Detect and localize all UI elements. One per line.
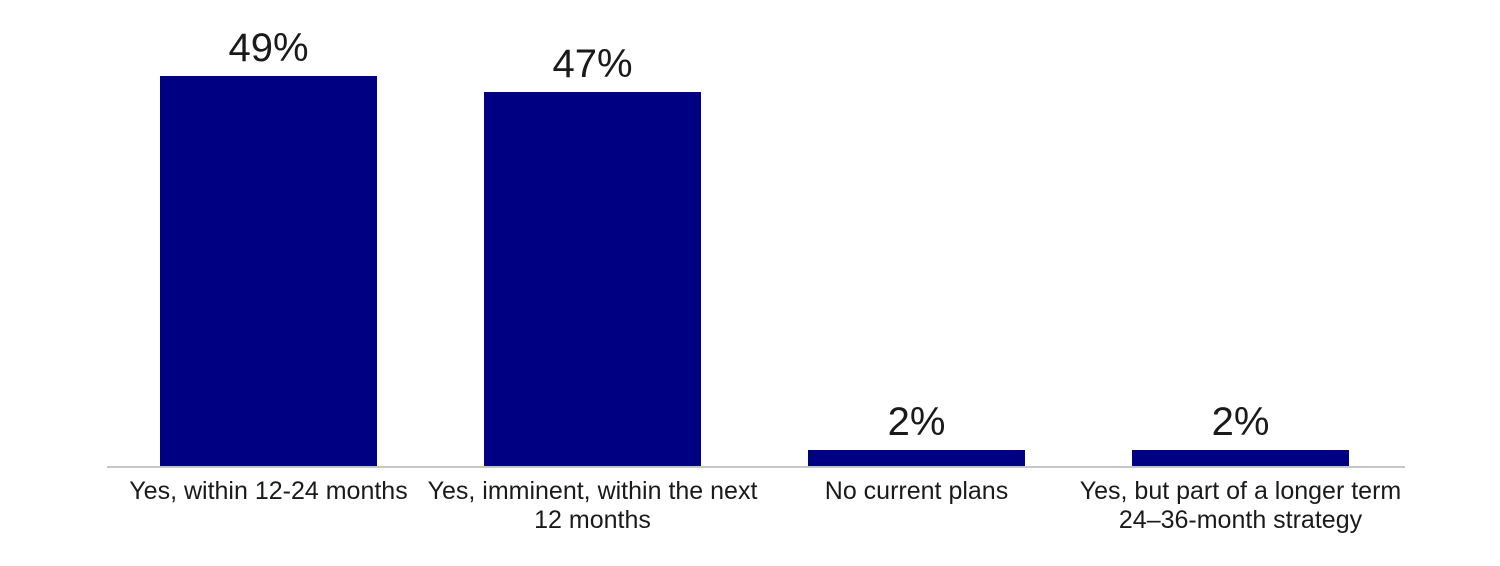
bar-value-label: 49%: [228, 26, 309, 70]
bar: [1132, 450, 1349, 466]
bar-value-label: 47%: [552, 42, 633, 86]
bar-category-label: Yes, imminent, within the next 12 months: [427, 477, 758, 534]
bar-value-label: 2%: [887, 400, 946, 444]
bar-category-label: Yes, but part of a longer term 24–36-mon…: [1079, 477, 1402, 534]
bar-category-label: Yes, within 12-24 months: [129, 477, 408, 505]
bar: [484, 92, 701, 466]
bar-category-label: No current plans: [824, 477, 1009, 505]
bar: [808, 450, 1025, 466]
x-axis-line: [107, 466, 1405, 468]
bar: [160, 76, 377, 466]
bar-value-label: 2%: [1211, 400, 1270, 444]
